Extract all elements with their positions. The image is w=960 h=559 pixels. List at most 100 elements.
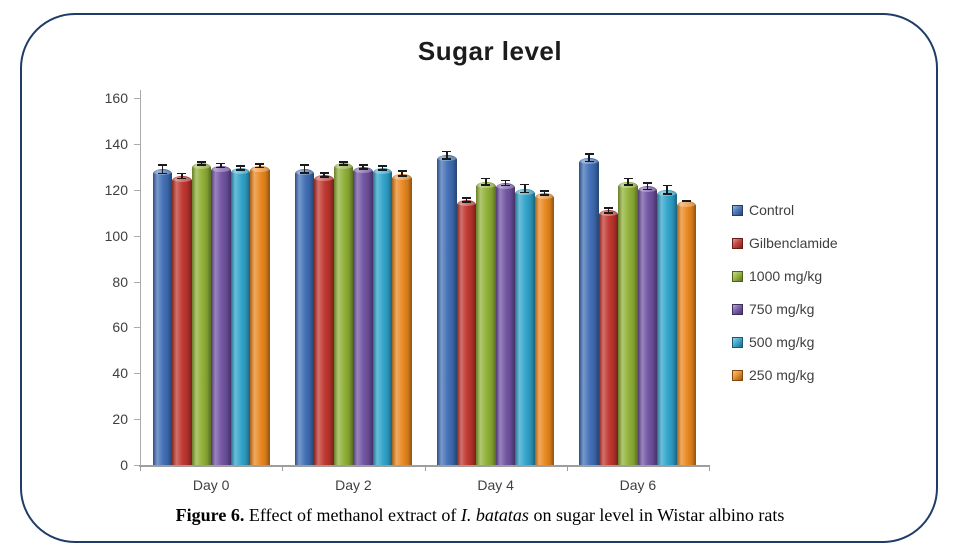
- y-tick: [134, 281, 140, 283]
- error-bar: [588, 153, 590, 162]
- y-axis-label: 160: [104, 90, 128, 106]
- error-bar: [303, 164, 306, 174]
- legend-item: Control: [732, 200, 838, 220]
- error-bar-cap: [461, 197, 471, 199]
- bar-cap: [373, 168, 392, 174]
- error-bar-cap: [196, 161, 206, 163]
- legend-label: 500 mg/kg: [749, 334, 815, 350]
- error-bar-cap: [643, 188, 653, 191]
- error-bar-cap: [481, 184, 491, 186]
- bar-500-mg-kg-day-2: [372, 167, 393, 465]
- error-bar-cap: [461, 201, 471, 203]
- bar-cap: [315, 175, 333, 181]
- bar-1000-mg-kg-day-4: [476, 181, 496, 465]
- error-bar-cap: [216, 162, 226, 165]
- bar-cap: [231, 168, 250, 174]
- error-bar-cap: [157, 164, 167, 166]
- y-tick: [134, 327, 140, 329]
- legend-item: 750 mg/kg: [732, 299, 838, 319]
- error-bar: [323, 172, 325, 178]
- chart-title: Sugar level: [417, 36, 563, 66]
- error-bar-cap: [539, 194, 549, 196]
- error-bar-cap: [500, 179, 510, 182]
- error-bar-cap: [604, 207, 614, 209]
- error-bar-cap: [442, 158, 452, 160]
- x-tick: [282, 465, 284, 471]
- error-bar: [524, 184, 526, 193]
- x-tick: [709, 465, 710, 471]
- error-bar: [220, 163, 222, 168]
- bar-cap: [354, 167, 372, 173]
- bar-gilbenclamide-day-0: [172, 175, 192, 465]
- error-bar-cap: [643, 182, 653, 184]
- error-bar: [627, 178, 629, 186]
- error-bar-cap: [481, 177, 491, 180]
- error-bar-cap: [339, 164, 349, 166]
- bar-1000-mg-kg-day-2: [333, 163, 354, 465]
- error-bar: [543, 190, 546, 196]
- legend-item: Gilbenclamide: [732, 233, 838, 253]
- legend-marker: [732, 237, 743, 249]
- error-bar: [342, 161, 345, 166]
- legend-marker: [732, 204, 743, 216]
- x-tick: [140, 465, 141, 471]
- error-bar-cap: [682, 200, 692, 203]
- error-bar-cap: [319, 176, 329, 178]
- y-axis-label: 120: [104, 181, 128, 198]
- x-axis-label: Day 4: [477, 477, 514, 493]
- y-tick: [134, 235, 140, 237]
- caption-species-name: I. batatas: [460, 505, 529, 525]
- y-tick: [134, 419, 140, 421]
- error-bar: [607, 207, 610, 214]
- error-bar: [259, 163, 261, 168]
- y-axis-label: 80: [112, 273, 128, 290]
- error-bar: [362, 164, 364, 170]
- caption-label: Figure 6.: [175, 505, 249, 525]
- y-tick: [134, 465, 140, 466]
- error-bar-cap: [378, 165, 388, 167]
- error-bar: [200, 161, 203, 166]
- bar-250-mg-kg-day-4: [534, 193, 555, 465]
- error-bar-cap: [300, 164, 310, 166]
- bar-cap: [535, 194, 554, 200]
- y-tick: [134, 373, 140, 375]
- error-bar-cap: [442, 150, 452, 153]
- error-bar-cap: [500, 184, 510, 187]
- bar-control-day-2: [294, 169, 315, 465]
- y-tick: [134, 189, 140, 191]
- error-bar-cap: [235, 165, 245, 167]
- bar-250-mg-kg-day-0: [250, 165, 270, 465]
- bar-control-day-0: [152, 169, 173, 465]
- y-axis-label: 100: [104, 227, 128, 244]
- bar-500-mg-kg-day-6: [657, 189, 677, 465]
- error-bar-cap: [157, 172, 167, 175]
- bar-cap: [496, 183, 515, 189]
- bar-1000-mg-kg-day-6: [618, 181, 638, 465]
- error-bar-cap: [662, 184, 672, 187]
- bar-750-mg-kg-day-4: [495, 182, 516, 465]
- caption-text-after: on sugar level in Wistar albino rats: [528, 505, 785, 525]
- error-bar-cap: [358, 164, 368, 166]
- bar-gilbenclamide-day-2: [314, 174, 334, 465]
- legend-label: 250 mg/kg: [749, 367, 815, 383]
- bar-cap: [599, 211, 618, 217]
- y-axis-label: 0: [120, 457, 128, 473]
- legend-marker: [732, 270, 743, 282]
- legend-marker: [732, 336, 743, 348]
- y-tick: [134, 98, 140, 99]
- legend-label: 1000 mg/kg: [749, 268, 823, 284]
- bar-750-mg-kg-day-0: [211, 165, 231, 465]
- error-bar-cap: [520, 183, 530, 186]
- error-bar: [485, 178, 487, 186]
- error-bar: [161, 164, 164, 174]
- error-bar-cap: [397, 175, 407, 177]
- legend-marker: [732, 369, 743, 381]
- bar-cap: [192, 164, 211, 170]
- bar-gilbenclamide-day-4: [456, 200, 477, 465]
- legend-marker: [732, 303, 743, 315]
- error-bar-cap: [255, 166, 265, 168]
- error-bar-cap: [662, 193, 672, 195]
- bar-500-mg-kg-day-4: [515, 188, 535, 465]
- error-bar-cap: [397, 170, 407, 172]
